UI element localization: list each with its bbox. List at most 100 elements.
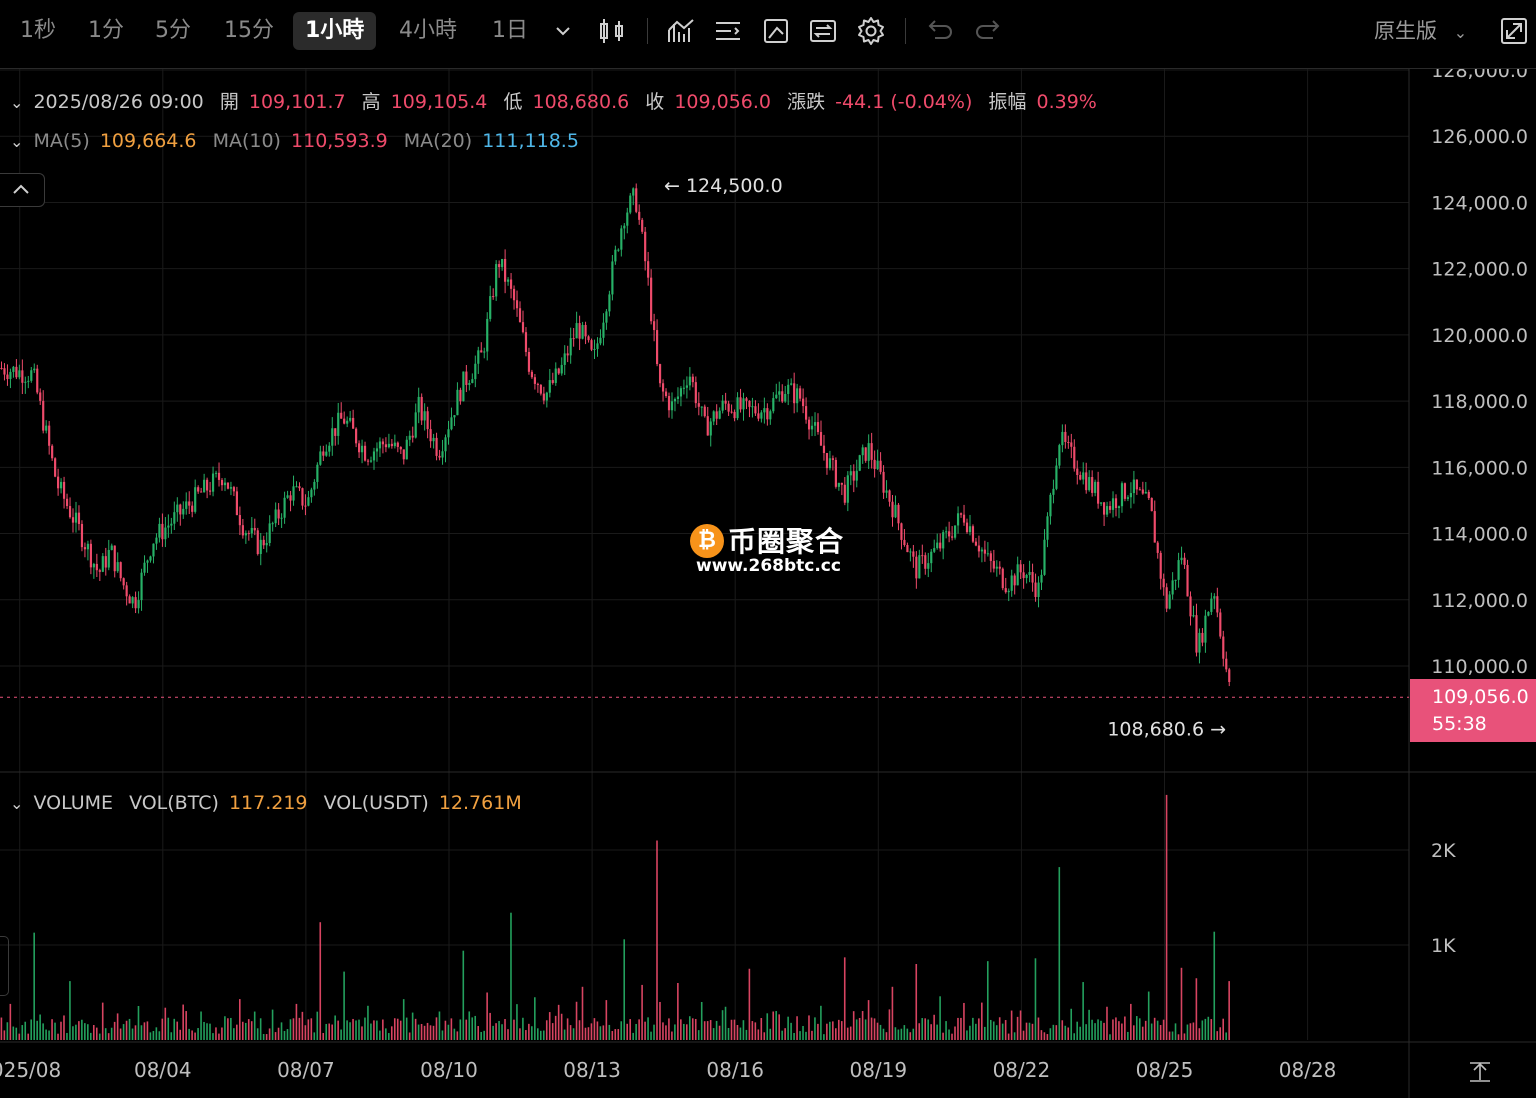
candle-body — [492, 296, 495, 298]
redo-icon[interactable] — [971, 14, 1005, 48]
candle-body — [101, 556, 104, 572]
candle-body — [1120, 483, 1124, 507]
candle-body — [739, 397, 742, 410]
native-version-dropdown[interactable]: 原生版 ⌄ — [1374, 14, 1467, 48]
volume-bar — [1225, 1032, 1227, 1040]
volume-bar — [1052, 1024, 1055, 1040]
timeframe-1d[interactable]: 1日 — [492, 18, 528, 43]
volume-bar — [241, 1021, 244, 1040]
time-tick-label: 2025/08 — [0, 1058, 61, 1082]
candle-body — [760, 412, 763, 419]
volume-bar — [805, 1031, 807, 1040]
candle-body — [298, 486, 301, 489]
volume-bar — [1100, 1020, 1102, 1040]
candle-body — [191, 505, 194, 512]
candle-body — [107, 550, 110, 568]
volume-bar — [1127, 1031, 1129, 1040]
volume-bar — [355, 1020, 357, 1040]
candle-body — [1061, 431, 1064, 446]
volume-bar — [119, 1028, 122, 1040]
candle-body — [1111, 498, 1115, 510]
timeframe-5m[interactable]: 5分 — [155, 18, 191, 43]
candle-body — [986, 553, 989, 555]
candle-body — [1129, 493, 1132, 498]
candle-body — [1213, 596, 1216, 599]
volume-bar — [560, 1013, 563, 1040]
volume-bar — [352, 1018, 354, 1040]
timeframe-15m[interactable]: 15分 — [224, 18, 274, 43]
volume-bar — [611, 1031, 614, 1040]
volume-bar — [843, 957, 846, 1040]
volume-bar — [623, 939, 626, 1040]
drawing-tool-icon[interactable] — [759, 14, 793, 48]
volume-bar — [817, 1023, 819, 1040]
candle-body — [533, 377, 536, 384]
chevron-down-icon[interactable]: ⌄ — [10, 93, 24, 112]
fullscreen-icon[interactable] — [1497, 14, 1531, 48]
gear-icon[interactable] — [854, 14, 888, 48]
volume-bar — [1028, 1022, 1031, 1040]
chart-canvas[interactable]: 110,000.0 112,000.0 114,000.0 116,000.0 118,… — [0, 69, 1536, 1098]
volume-bar — [542, 1030, 545, 1040]
volume-bar — [1180, 967, 1183, 1040]
candle-body — [572, 338, 575, 340]
volume-bar — [486, 992, 488, 1040]
indicators-icon[interactable] — [664, 14, 698, 48]
candle-body — [378, 441, 382, 449]
candle-body — [217, 472, 221, 480]
candle-body — [1177, 560, 1180, 580]
volume-bar — [1144, 1020, 1147, 1040]
volume-bar — [986, 961, 989, 1040]
volume-bar — [15, 1027, 18, 1040]
candle-body — [200, 491, 203, 493]
candle-body — [48, 425, 51, 446]
candle-body — [271, 523, 274, 525]
volume-bar — [60, 1021, 62, 1040]
volume-bar — [557, 1004, 560, 1040]
volume-bar — [1019, 1010, 1022, 1040]
candle-body — [316, 464, 319, 482]
chevron-down-icon[interactable]: ⌄ — [10, 794, 24, 813]
candle-body — [1010, 575, 1013, 591]
candle-body — [656, 330, 659, 365]
candle-body — [283, 497, 286, 518]
candlestick-type-icon[interactable] — [595, 14, 629, 48]
timeframe-1h[interactable]: 1小時 — [293, 12, 377, 50]
volume-bar — [900, 1028, 903, 1040]
candle-body — [366, 460, 370, 462]
ohlc-legend: ⌄ 2025/08/26 09:00 開 109,101.7 高 109,105… — [10, 88, 1101, 116]
candle-body — [980, 549, 983, 552]
compare-icon[interactable] — [806, 14, 840, 48]
chevron-down-icon[interactable]: ⌄ — [10, 132, 24, 151]
timeframe-1m[interactable]: 1分 — [88, 18, 124, 43]
undo-icon[interactable] — [923, 14, 957, 48]
candle-body — [1228, 669, 1231, 683]
candle-body — [9, 371, 12, 380]
volume-bar — [21, 1025, 24, 1040]
timeframe-4h[interactable]: 4小時 — [399, 18, 457, 43]
side-panel-handle[interactable] — [0, 936, 9, 996]
collapse-legend-button[interactable] — [0, 173, 45, 207]
candle-body — [852, 471, 855, 481]
volume-bar — [641, 984, 643, 1040]
candle-body — [122, 578, 125, 586]
volume-bar — [525, 1030, 527, 1040]
time-tick-label: 08/04 — [134, 1058, 192, 1082]
volume-bar — [373, 1020, 375, 1040]
candle-body — [1168, 594, 1171, 609]
volume-bar — [1174, 1023, 1177, 1040]
candle-body — [146, 560, 149, 563]
ma10-value: 110,593.9 — [291, 130, 388, 152]
volume-bar — [909, 1032, 912, 1040]
timeframe-1s[interactable]: 1秒 — [20, 18, 56, 43]
candle-body — [483, 351, 486, 353]
list-settings-icon[interactable] — [711, 14, 745, 48]
chevron-down-icon[interactable] — [546, 14, 580, 48]
candle-body — [1082, 472, 1085, 480]
volume-bar — [566, 1018, 569, 1040]
volume-bar — [1076, 1021, 1078, 1040]
volume-bar — [12, 1026, 15, 1040]
volume-bar — [388, 1033, 390, 1040]
volume-bar — [218, 1033, 220, 1040]
volume-bar — [1159, 1025, 1162, 1040]
